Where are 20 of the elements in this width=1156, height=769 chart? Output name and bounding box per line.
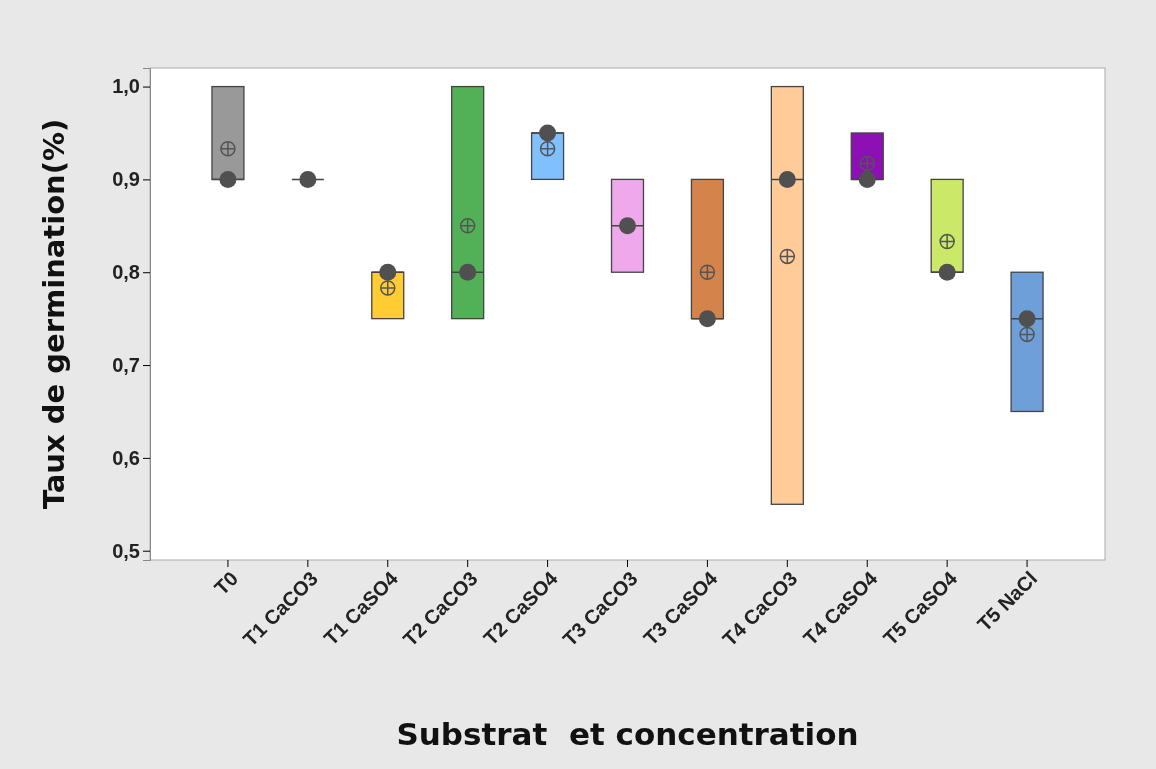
x-tick-label: T0 [210,567,243,600]
point [778,170,796,188]
y-tick-label: 0,5 [112,539,140,562]
y-tick-label: 0,9 [112,168,140,191]
y-tick-label: 0,6 [112,446,140,469]
y-tick-label: 0,8 [112,261,140,284]
y-tick-label: 0,7 [112,353,140,376]
point [938,263,956,281]
x-axis-title: Substrat et concentration [396,716,859,752]
y-axis-title: Taux de germination(%) [37,118,71,510]
point [219,170,237,188]
y-tick-label: 1,0 [112,75,140,98]
point [459,263,477,281]
point [698,310,716,328]
point [858,170,876,188]
point [619,217,636,235]
point [1018,310,1036,328]
point [539,124,557,142]
point [299,170,317,188]
point [379,263,397,281]
